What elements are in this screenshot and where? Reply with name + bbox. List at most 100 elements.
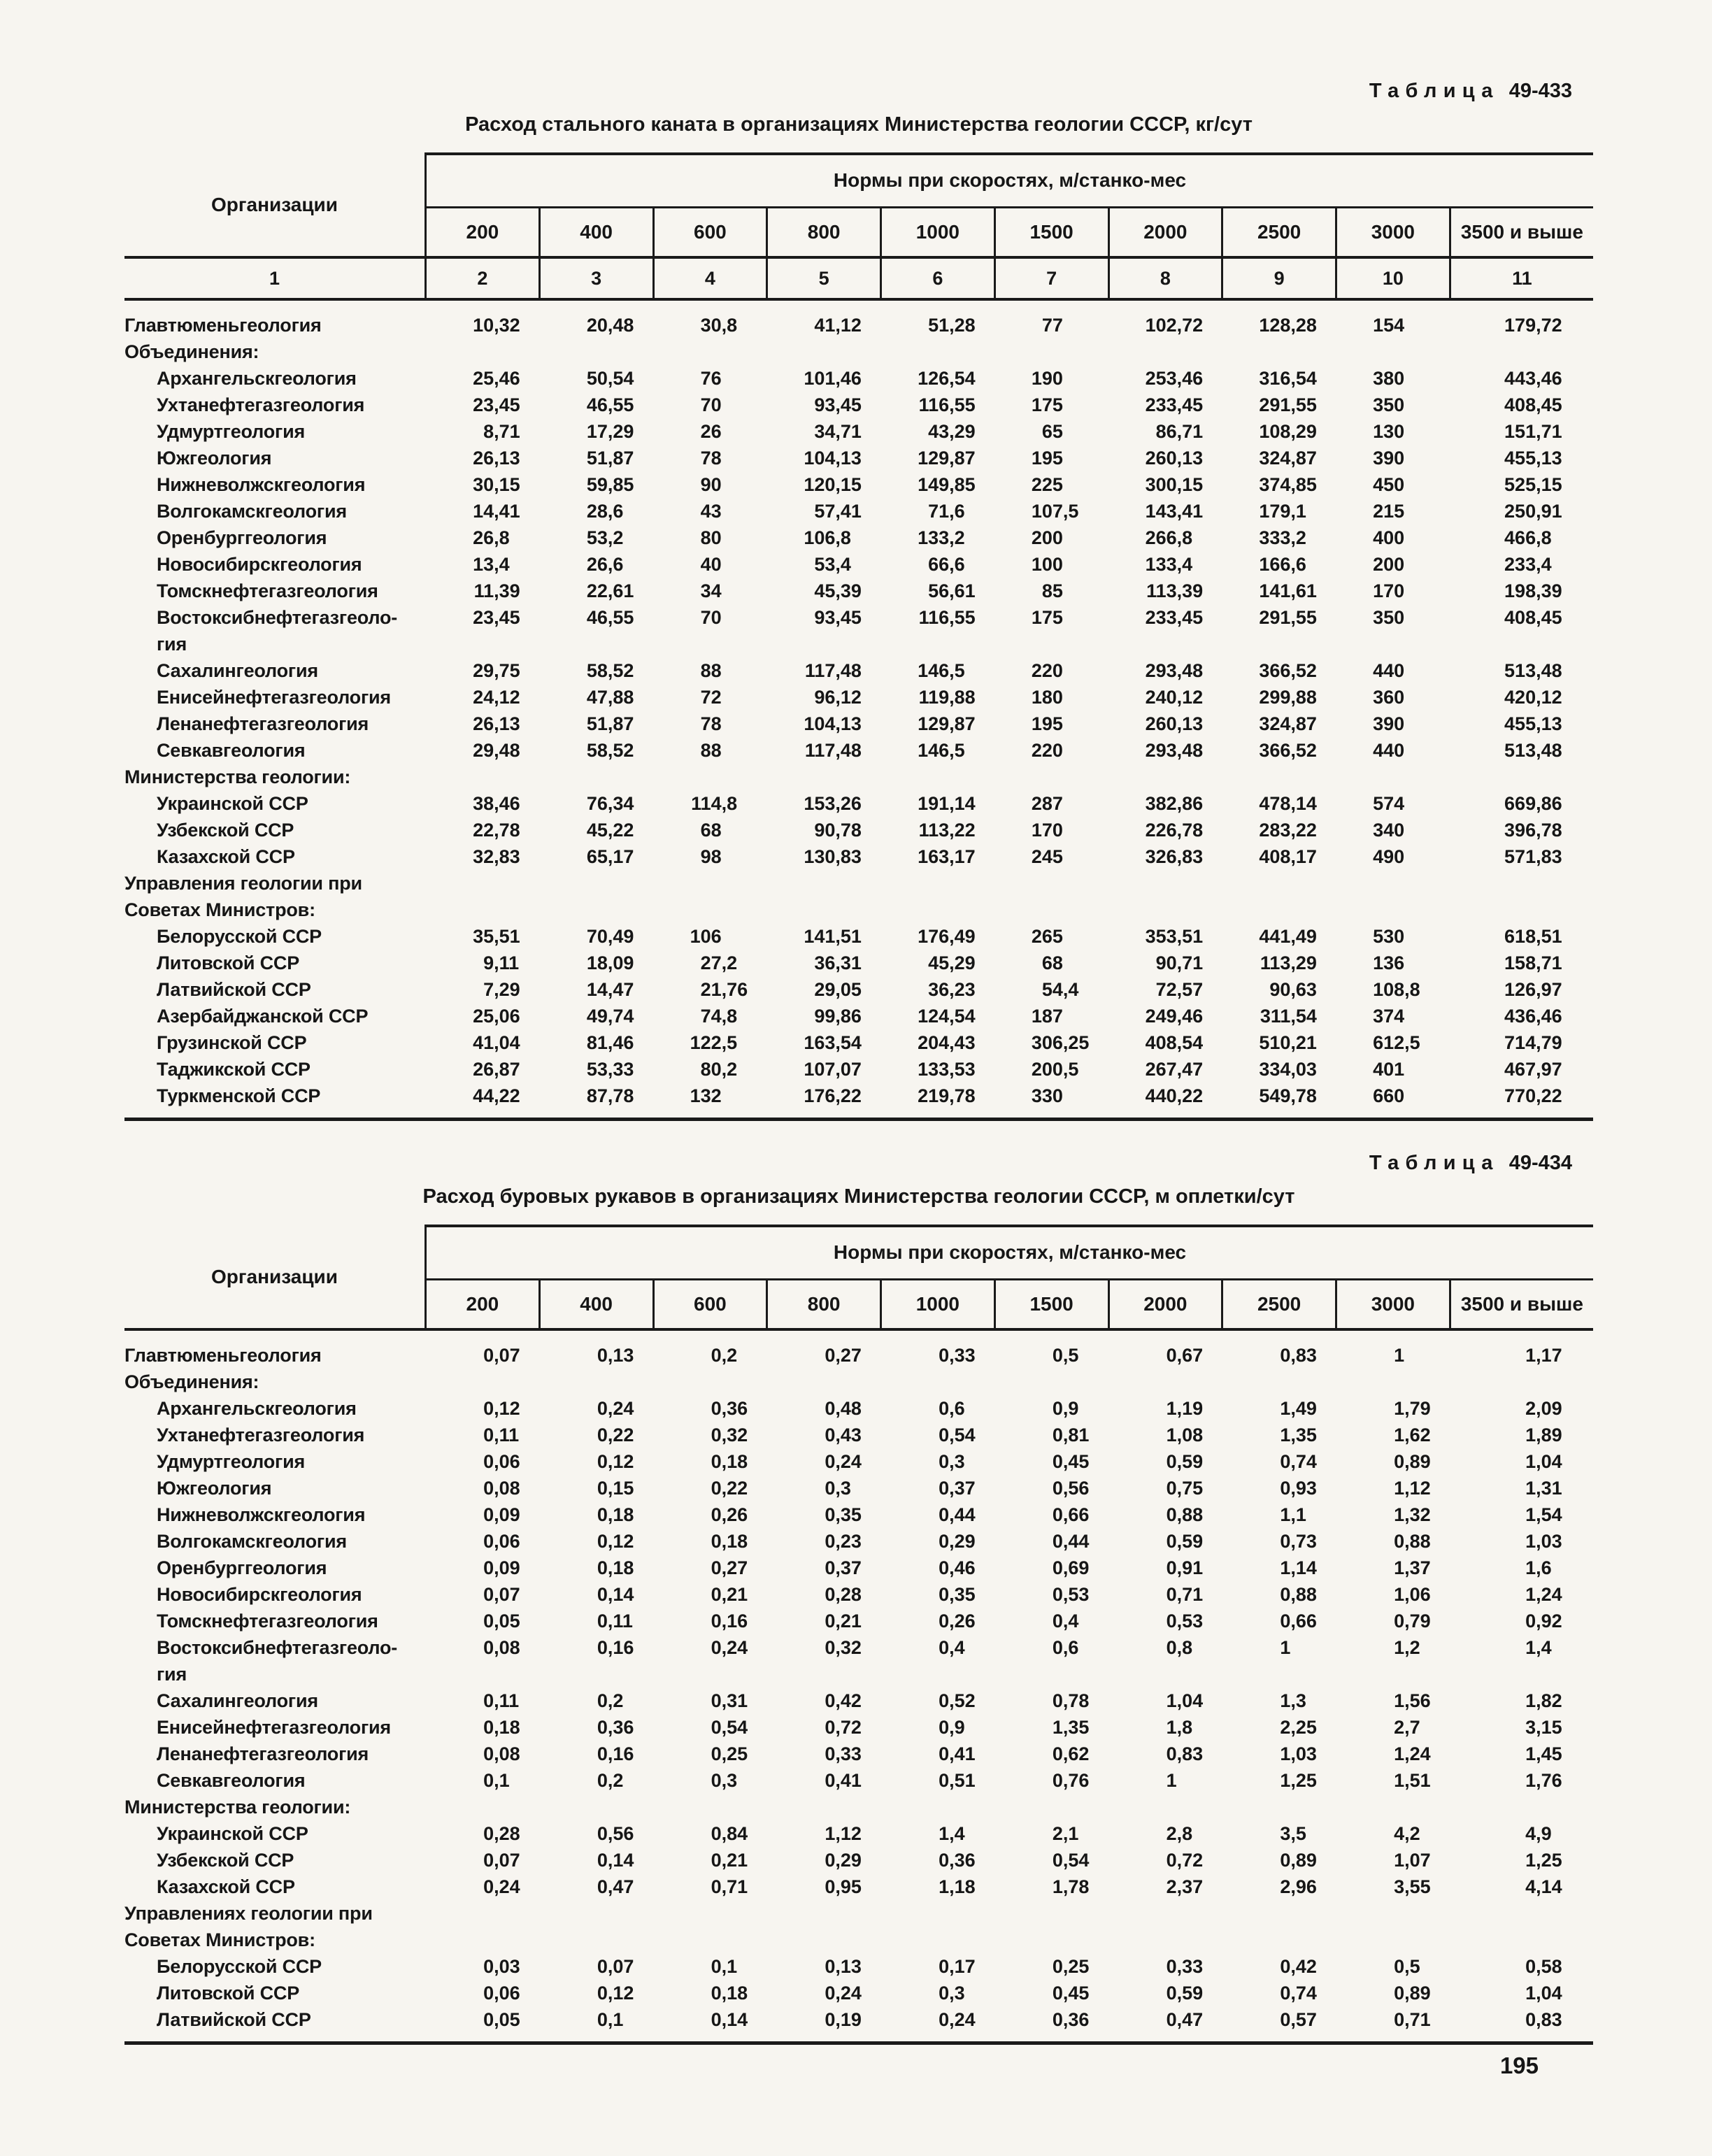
organization-label: Латвийской ССР: [157, 979, 311, 1000]
value-cell: 0,07: [483, 1345, 520, 1366]
value-cell: 45,22: [586, 820, 634, 841]
value-cell: 0,69: [1052, 1557, 1090, 1578]
value-cell: 29,48: [473, 740, 520, 761]
table-row: Ухтанефтегазгеология 0,11 0,22 0,32 0,43 0,54…: [124, 1422, 1593, 1448]
value-cell: 26,8: [473, 527, 510, 548]
value-cell: 1,35: [1280, 1425, 1317, 1445]
table-caption-number: 49-434: [1508, 1152, 1572, 1174]
value-cell: 20,48: [586, 315, 634, 336]
value-cell: 0,18: [711, 1531, 748, 1552]
value-cell: 99,86: [814, 1006, 862, 1027]
table-caption: Таблица 49-433: [124, 78, 1593, 103]
value-cell: 0,23: [825, 1531, 862, 1552]
value-cell: 132: [690, 1085, 722, 1106]
value-cell: 0,18: [597, 1557, 634, 1578]
value-cell: 326,83: [1145, 846, 1204, 867]
value-cell: 0,3: [939, 1451, 965, 1472]
value-cell: 51,87: [586, 448, 634, 469]
value-cell: 0,59: [1166, 1451, 1204, 1472]
speed-column-header: 2000: [1108, 1279, 1224, 1331]
value-cell: 0,9: [939, 1717, 965, 1738]
speed-column-header: 600: [653, 207, 769, 259]
table-49-434-section: Таблица 49-434 Расход буровых рукавов в о…: [124, 1150, 1593, 2045]
value-cell: 0,56: [597, 1823, 634, 1844]
value-cell: 88: [700, 660, 722, 681]
value-cell: 81,46: [586, 1032, 634, 1053]
table-caption-word: Таблица: [1369, 80, 1499, 102]
value-cell: 0,81: [1052, 1425, 1090, 1445]
value-cell: 29,05: [814, 979, 862, 1000]
table-row: Архангельскгеология 25,46 50,54 76 101,46 126…: [124, 365, 1593, 392]
value-cell: 287: [1031, 793, 1063, 814]
value-cell: 390: [1373, 713, 1405, 734]
value-cell: 0,45: [1052, 1983, 1090, 2004]
value-cell: 1,79: [1394, 1398, 1431, 1419]
value-cell: 0,18: [711, 1983, 748, 2004]
organization-label: Южгеология: [157, 1478, 272, 1499]
value-cell: 170: [1031, 820, 1063, 841]
value-cell: 0,14: [711, 2009, 748, 2030]
table-row: Томскнефтегазгеология 0,05 0,11 0,16 0,21 0,2…: [124, 1608, 1593, 1634]
value-cell: 0,29: [825, 1850, 862, 1871]
table-row: Удмуртгеология 8,71 17,29 26 34,71 43,29 65 86,…: [124, 418, 1593, 445]
value-cell: 163,17: [918, 846, 976, 867]
table-row: Нижневолжскгеология 0,09 0,18 0,26 0,35 0,44 0…: [124, 1501, 1593, 1528]
value-cell: 1,89: [1525, 1425, 1562, 1445]
value-cell: 440: [1373, 660, 1405, 681]
value-cell: 119,88: [918, 687, 976, 708]
speed-column-header: 2500: [1222, 1279, 1337, 1331]
value-cell: 190: [1031, 368, 1063, 389]
value-cell: 0,83: [1525, 2009, 1562, 2030]
table-row: Азербайджанской ССР 25,06 49,74 74,8 99,86 12…: [124, 1003, 1593, 1029]
organization-label: Ухтанефтегазгеология: [157, 394, 365, 415]
speed-column-header: 1000: [880, 1279, 996, 1331]
value-cell: 1,4: [939, 1823, 965, 1844]
table-row: Востоксибнефтегазгеоло- гия 0,08 0,16 0,24 0…: [124, 1634, 1593, 1687]
value-cell: 25,46: [473, 368, 520, 389]
value-cell: 90,78: [814, 820, 862, 841]
value-cell: 146,5: [918, 660, 965, 681]
value-cell: 0,6: [939, 1398, 965, 1419]
value-cell: 116,55: [918, 607, 976, 628]
organization-label: Министерства геологии:: [124, 1797, 351, 1818]
value-cell: 1,04: [1525, 1451, 1562, 1472]
value-cell: 126,97: [1504, 979, 1562, 1000]
value-cell: 0,42: [1280, 1956, 1317, 1977]
value-cell: 0,12: [597, 1451, 634, 1472]
organization-label: Сахалингеология: [157, 1690, 318, 1711]
value-cell: 333,2: [1259, 527, 1306, 548]
value-cell: 510,21: [1259, 1032, 1317, 1053]
organization-label: Узбекской ССР: [157, 1850, 294, 1871]
value-cell: 408,45: [1504, 607, 1562, 628]
value-cell: 0,51: [939, 1770, 976, 1791]
speed-column-header: 1500: [994, 207, 1110, 259]
table-row: Латвийской ССР 7,29 14,47 21,76 29,05 36,23 54…: [124, 976, 1593, 1003]
value-cell: 113,22: [918, 820, 976, 841]
value-cell: 233,45: [1145, 607, 1204, 628]
value-cell: 0,27: [711, 1557, 748, 1578]
value-cell: 0,71: [1394, 2009, 1431, 2030]
value-cell: 225: [1031, 474, 1063, 495]
value-cell: 0,74: [1280, 1983, 1317, 2004]
value-cell: 41,04: [473, 1032, 520, 1053]
value-cell: 204,43: [918, 1032, 976, 1053]
value-cell: 0,06: [483, 1983, 520, 2004]
value-cell: 1,51: [1394, 1770, 1431, 1791]
value-cell: 1,35: [1052, 1717, 1090, 1738]
table-row: Волгокамскгеология 0,06 0,12 0,18 0,23 0,29 0,…: [124, 1528, 1593, 1555]
speed-column-header: 800: [766, 1279, 882, 1331]
value-cell: 530: [1373, 926, 1405, 947]
value-cell: 1,24: [1525, 1584, 1562, 1605]
column-number: 3: [539, 257, 655, 301]
value-cell: 0,79: [1394, 1611, 1431, 1632]
table-row: Ленанефтегазгеология 0,08 0,16 0,25 0,33 0,41…: [124, 1741, 1593, 1767]
value-cell: 490: [1373, 846, 1405, 867]
value-cell: 0,78: [1052, 1690, 1090, 1711]
value-cell: 117,48: [804, 660, 862, 681]
value-cell: 220: [1031, 740, 1063, 761]
value-cell: 93,45: [814, 394, 862, 415]
value-cell: 0,24: [711, 1637, 748, 1658]
value-cell: 195: [1031, 713, 1063, 734]
value-cell: 90: [700, 474, 722, 495]
value-cell: 0,05: [483, 2009, 520, 2030]
